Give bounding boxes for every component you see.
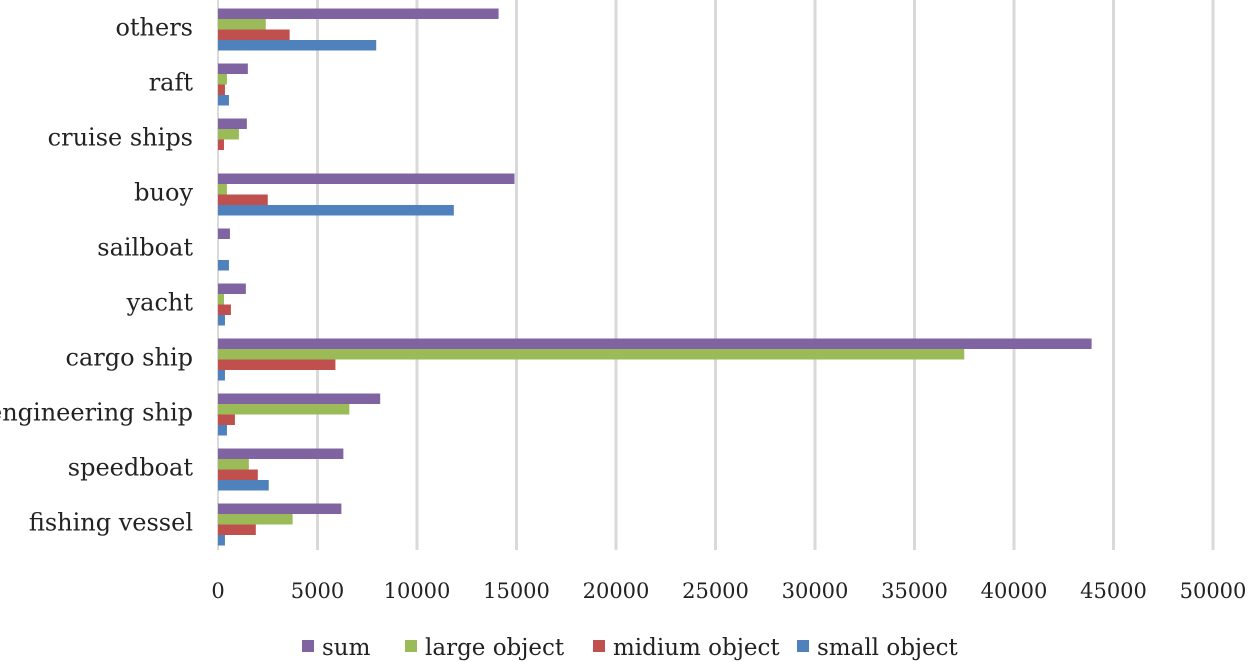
x-tick-20000: 20000 xyxy=(583,579,650,603)
bar-raft-small-object xyxy=(218,95,229,106)
category-label-engineering-ship: engineering ship xyxy=(0,399,193,427)
bar-fishing-vessel-small-object xyxy=(218,535,225,546)
bar-fishing-vessel-sum xyxy=(218,503,342,514)
category-label-cruise-ships: cruise ships xyxy=(48,124,193,152)
category-label-sailboat: sailboat xyxy=(97,234,193,262)
bar-others-small-object xyxy=(218,40,377,51)
category-labels: fishing vessel speedboat engineering ship c… xyxy=(0,14,193,537)
bar-buoy-large-object xyxy=(218,184,227,195)
x-tick-labels: 0 5000 10000 15000 20000 25000 30000 35000 40000… xyxy=(211,579,1246,603)
bar-yacht-large-object xyxy=(218,294,224,305)
bar-cruise-ships-midium-object xyxy=(218,139,224,150)
x-tick-35000: 35000 xyxy=(881,579,948,603)
bar-speedboat-midium-object xyxy=(218,469,258,480)
legend-label-sum: sum xyxy=(322,635,371,661)
category-label-cargo-ship: cargo ship xyxy=(66,344,193,372)
x-tick-45000: 45000 xyxy=(1080,579,1147,603)
category-label-speedboat: speedboat xyxy=(68,454,194,482)
x-tick-25000: 25000 xyxy=(682,579,749,603)
bar-engineering-ship-sum xyxy=(218,393,381,404)
x-tick-5000: 5000 xyxy=(291,579,344,603)
legend: sum large object midium object small object xyxy=(302,635,959,661)
bar-buoy-midium-object xyxy=(218,194,268,205)
bar-fishing-vessel-large-object xyxy=(218,514,293,525)
bar-sailboat-sum xyxy=(218,228,230,239)
bar-fishing-vessel-midium-object xyxy=(218,524,256,535)
bar-raft-sum xyxy=(218,63,248,74)
x-tick-10000: 10000 xyxy=(384,579,451,603)
bar-engineering-ship-midium-object xyxy=(218,414,235,425)
bar-cargo-ship-sum xyxy=(218,338,1092,349)
category-label-buoy: buoy xyxy=(134,179,193,207)
bar-engineering-ship-large-object xyxy=(218,404,350,415)
bar-speedboat-sum xyxy=(218,448,344,459)
legend-swatch-small-object xyxy=(797,640,809,652)
bar-speedboat-large-object xyxy=(218,459,249,470)
x-tick-0: 0 xyxy=(211,579,224,603)
bar-cruise-ships-sum xyxy=(218,118,247,129)
bar-engineering-ship-small-object xyxy=(218,425,227,436)
x-tick-30000: 30000 xyxy=(782,579,849,603)
bar-sailboat-small-object xyxy=(218,260,229,271)
bar-cargo-ship-large-object xyxy=(218,349,965,360)
category-label-yacht: yacht xyxy=(126,289,194,317)
bar-raft-midium-object xyxy=(218,84,225,95)
category-label-fishing-vessel: fishing vessel xyxy=(29,509,193,537)
legend-swatch-sum xyxy=(302,640,314,652)
bar-cargo-ship-small-object xyxy=(218,370,225,381)
bar-others-large-object xyxy=(218,19,266,30)
bar-speedboat-small-object xyxy=(218,480,269,491)
bars xyxy=(218,8,1092,546)
bar-cruise-ships-large-object xyxy=(218,129,239,140)
bar-buoy-small-object xyxy=(218,205,454,216)
gridlines xyxy=(217,0,1215,550)
bar-others-midium-object xyxy=(218,29,290,40)
x-tick-15000: 15000 xyxy=(483,579,550,603)
x-tick-50000: 50000 xyxy=(1180,579,1247,603)
legend-label-midium-object: midium object xyxy=(613,635,780,661)
legend-label-large-object: large object xyxy=(425,635,565,661)
legend-swatch-midium-object xyxy=(593,640,605,652)
bar-raft-large-object xyxy=(218,74,227,85)
bar-yacht-small-object xyxy=(218,315,225,326)
legend-label-small-object: small object xyxy=(817,635,959,661)
bar-yacht-sum xyxy=(218,283,246,294)
x-tick-40000: 40000 xyxy=(981,579,1048,603)
bar-cargo-ship-midium-object xyxy=(218,359,336,370)
category-label-raft: raft xyxy=(149,69,194,97)
bar-others-sum xyxy=(218,8,499,19)
legend-swatch-large-object xyxy=(405,640,417,652)
bar-buoy-sum xyxy=(218,173,515,184)
bar-yacht-midium-object xyxy=(218,304,231,315)
category-label-others: others xyxy=(115,14,193,42)
